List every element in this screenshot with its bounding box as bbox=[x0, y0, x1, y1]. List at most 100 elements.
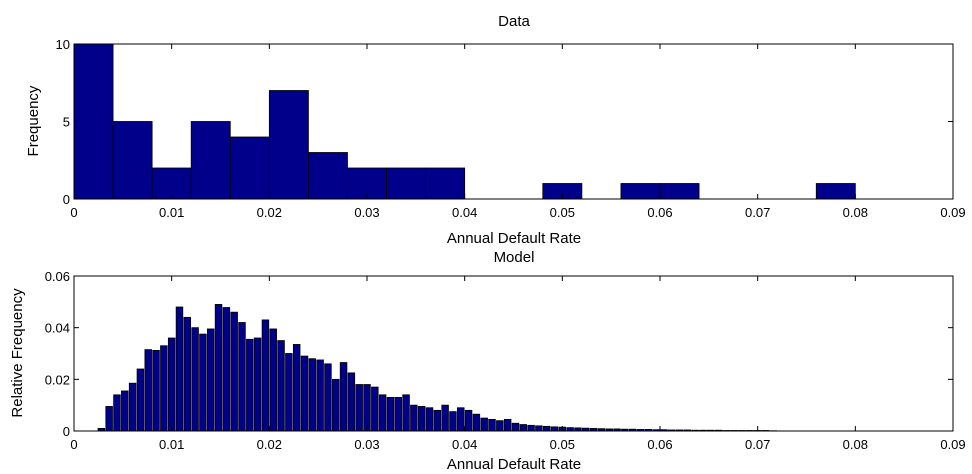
bar-series bbox=[97, 304, 778, 432]
bar bbox=[511, 422, 520, 432]
bar bbox=[268, 90, 309, 200]
x-tick-label: 0.05 bbox=[550, 437, 575, 452]
x-tick-label: 0.09 bbox=[940, 205, 965, 220]
bar bbox=[167, 337, 176, 432]
bar bbox=[191, 327, 199, 432]
y-tick-label: 0.06 bbox=[45, 269, 70, 284]
x-tick-label: 0.06 bbox=[647, 205, 672, 220]
bar bbox=[386, 167, 426, 200]
bar bbox=[324, 363, 332, 432]
bar bbox=[230, 311, 238, 432]
bar bbox=[815, 183, 856, 200]
bar bbox=[253, 337, 262, 432]
bar bbox=[308, 358, 317, 432]
bar bbox=[425, 167, 466, 200]
bar bbox=[113, 394, 121, 432]
x-tick-label: 0.06 bbox=[647, 437, 672, 452]
bar bbox=[527, 424, 535, 432]
bar bbox=[464, 409, 473, 432]
bar bbox=[363, 384, 371, 432]
y-axis: 0 0.02 0.04 0.06 bbox=[45, 269, 953, 439]
bar bbox=[229, 136, 270, 200]
y-tick-label: 0 bbox=[63, 192, 70, 207]
bar bbox=[410, 404, 418, 432]
bar bbox=[394, 397, 402, 432]
bar bbox=[246, 338, 254, 432]
x-tick-label: 0.02 bbox=[257, 437, 282, 452]
y-tick-label: 5 bbox=[63, 115, 70, 130]
bar bbox=[519, 424, 527, 432]
chart-title: Data bbox=[498, 13, 530, 30]
bar bbox=[128, 382, 137, 432]
bar bbox=[175, 306, 184, 432]
x-tick-label: 0.08 bbox=[843, 437, 868, 452]
y-axis-label: Relative Frequency bbox=[9, 288, 26, 418]
x-axis-label: Annual Default Rate bbox=[447, 230, 581, 247]
bar bbox=[183, 316, 192, 432]
bar bbox=[378, 394, 387, 432]
bar bbox=[160, 345, 168, 432]
bar bbox=[488, 418, 496, 432]
x-tick-label: 0 bbox=[70, 437, 77, 452]
x-tick-label: 0.09 bbox=[940, 437, 965, 452]
x-tick-label: 0.07 bbox=[745, 205, 770, 220]
x-tick-label: 0.01 bbox=[159, 437, 184, 452]
bar bbox=[199, 333, 207, 432]
bar bbox=[441, 404, 449, 432]
x-axis-label: Annual Default Rate bbox=[447, 456, 581, 473]
bar bbox=[277, 340, 285, 432]
x-tick-label: 0.08 bbox=[843, 205, 868, 220]
bar bbox=[620, 183, 661, 200]
bar bbox=[73, 43, 114, 200]
x-axis: 0 0.01 0.02 0.03 0.04 0.05 0.06 0.07 0.08 0.09 bbox=[70, 276, 966, 452]
bar bbox=[480, 417, 488, 432]
y-tick-label: 0 bbox=[63, 424, 70, 439]
bar bbox=[347, 167, 387, 200]
y-tick-label: 0.04 bbox=[45, 321, 70, 336]
bar bbox=[425, 407, 434, 432]
bar bbox=[285, 353, 293, 432]
bar bbox=[347, 372, 356, 432]
chart-title: Model bbox=[494, 249, 535, 266]
data-histogram-panel: Data 0 0.01 0.02 0.03 0.04 0.05 0.06 0.07 0.08 0.… bbox=[25, 13, 966, 247]
x-tick-label: 0 bbox=[70, 205, 77, 220]
x-tick-label: 0.03 bbox=[354, 205, 379, 220]
bar bbox=[433, 409, 442, 432]
bar bbox=[503, 418, 512, 432]
bar bbox=[457, 407, 465, 432]
bar bbox=[332, 378, 340, 432]
y-tick-label: 10 bbox=[56, 37, 70, 52]
bar bbox=[402, 394, 410, 432]
bar bbox=[550, 426, 559, 432]
bar bbox=[121, 390, 129, 432]
x-tick-label: 0.07 bbox=[745, 437, 770, 452]
bar bbox=[190, 121, 231, 200]
bar bbox=[222, 307, 231, 432]
bar bbox=[535, 425, 543, 432]
bar bbox=[371, 386, 379, 432]
bar bbox=[496, 420, 504, 432]
bar bbox=[152, 349, 160, 432]
bar bbox=[151, 167, 192, 200]
x-axis: 0 0.01 0.02 0.03 0.04 0.05 0.06 0.07 0.08 0.09 bbox=[70, 44, 966, 220]
model-histogram-panel: Model 0 0.01 0.02 0.03 0.04 0.05 0.06 0.07 0.08 0… bbox=[9, 249, 966, 473]
x-tick-label: 0.02 bbox=[257, 205, 282, 220]
bar bbox=[214, 304, 223, 432]
bar bbox=[292, 344, 301, 432]
x-tick-label: 0.03 bbox=[354, 437, 379, 452]
bar bbox=[269, 328, 277, 432]
bar bbox=[238, 322, 246, 432]
bar bbox=[542, 425, 551, 432]
y-axis: 0 5 10 bbox=[56, 37, 953, 207]
bar bbox=[207, 328, 215, 432]
bar bbox=[472, 413, 481, 432]
bar bbox=[112, 121, 153, 200]
bar bbox=[300, 355, 309, 432]
bar bbox=[136, 368, 145, 432]
bar bbox=[449, 411, 457, 432]
x-tick-label: 0.04 bbox=[452, 205, 477, 220]
bar bbox=[307, 152, 348, 200]
x-tick-label: 0.01 bbox=[159, 205, 184, 220]
bar bbox=[316, 359, 324, 432]
